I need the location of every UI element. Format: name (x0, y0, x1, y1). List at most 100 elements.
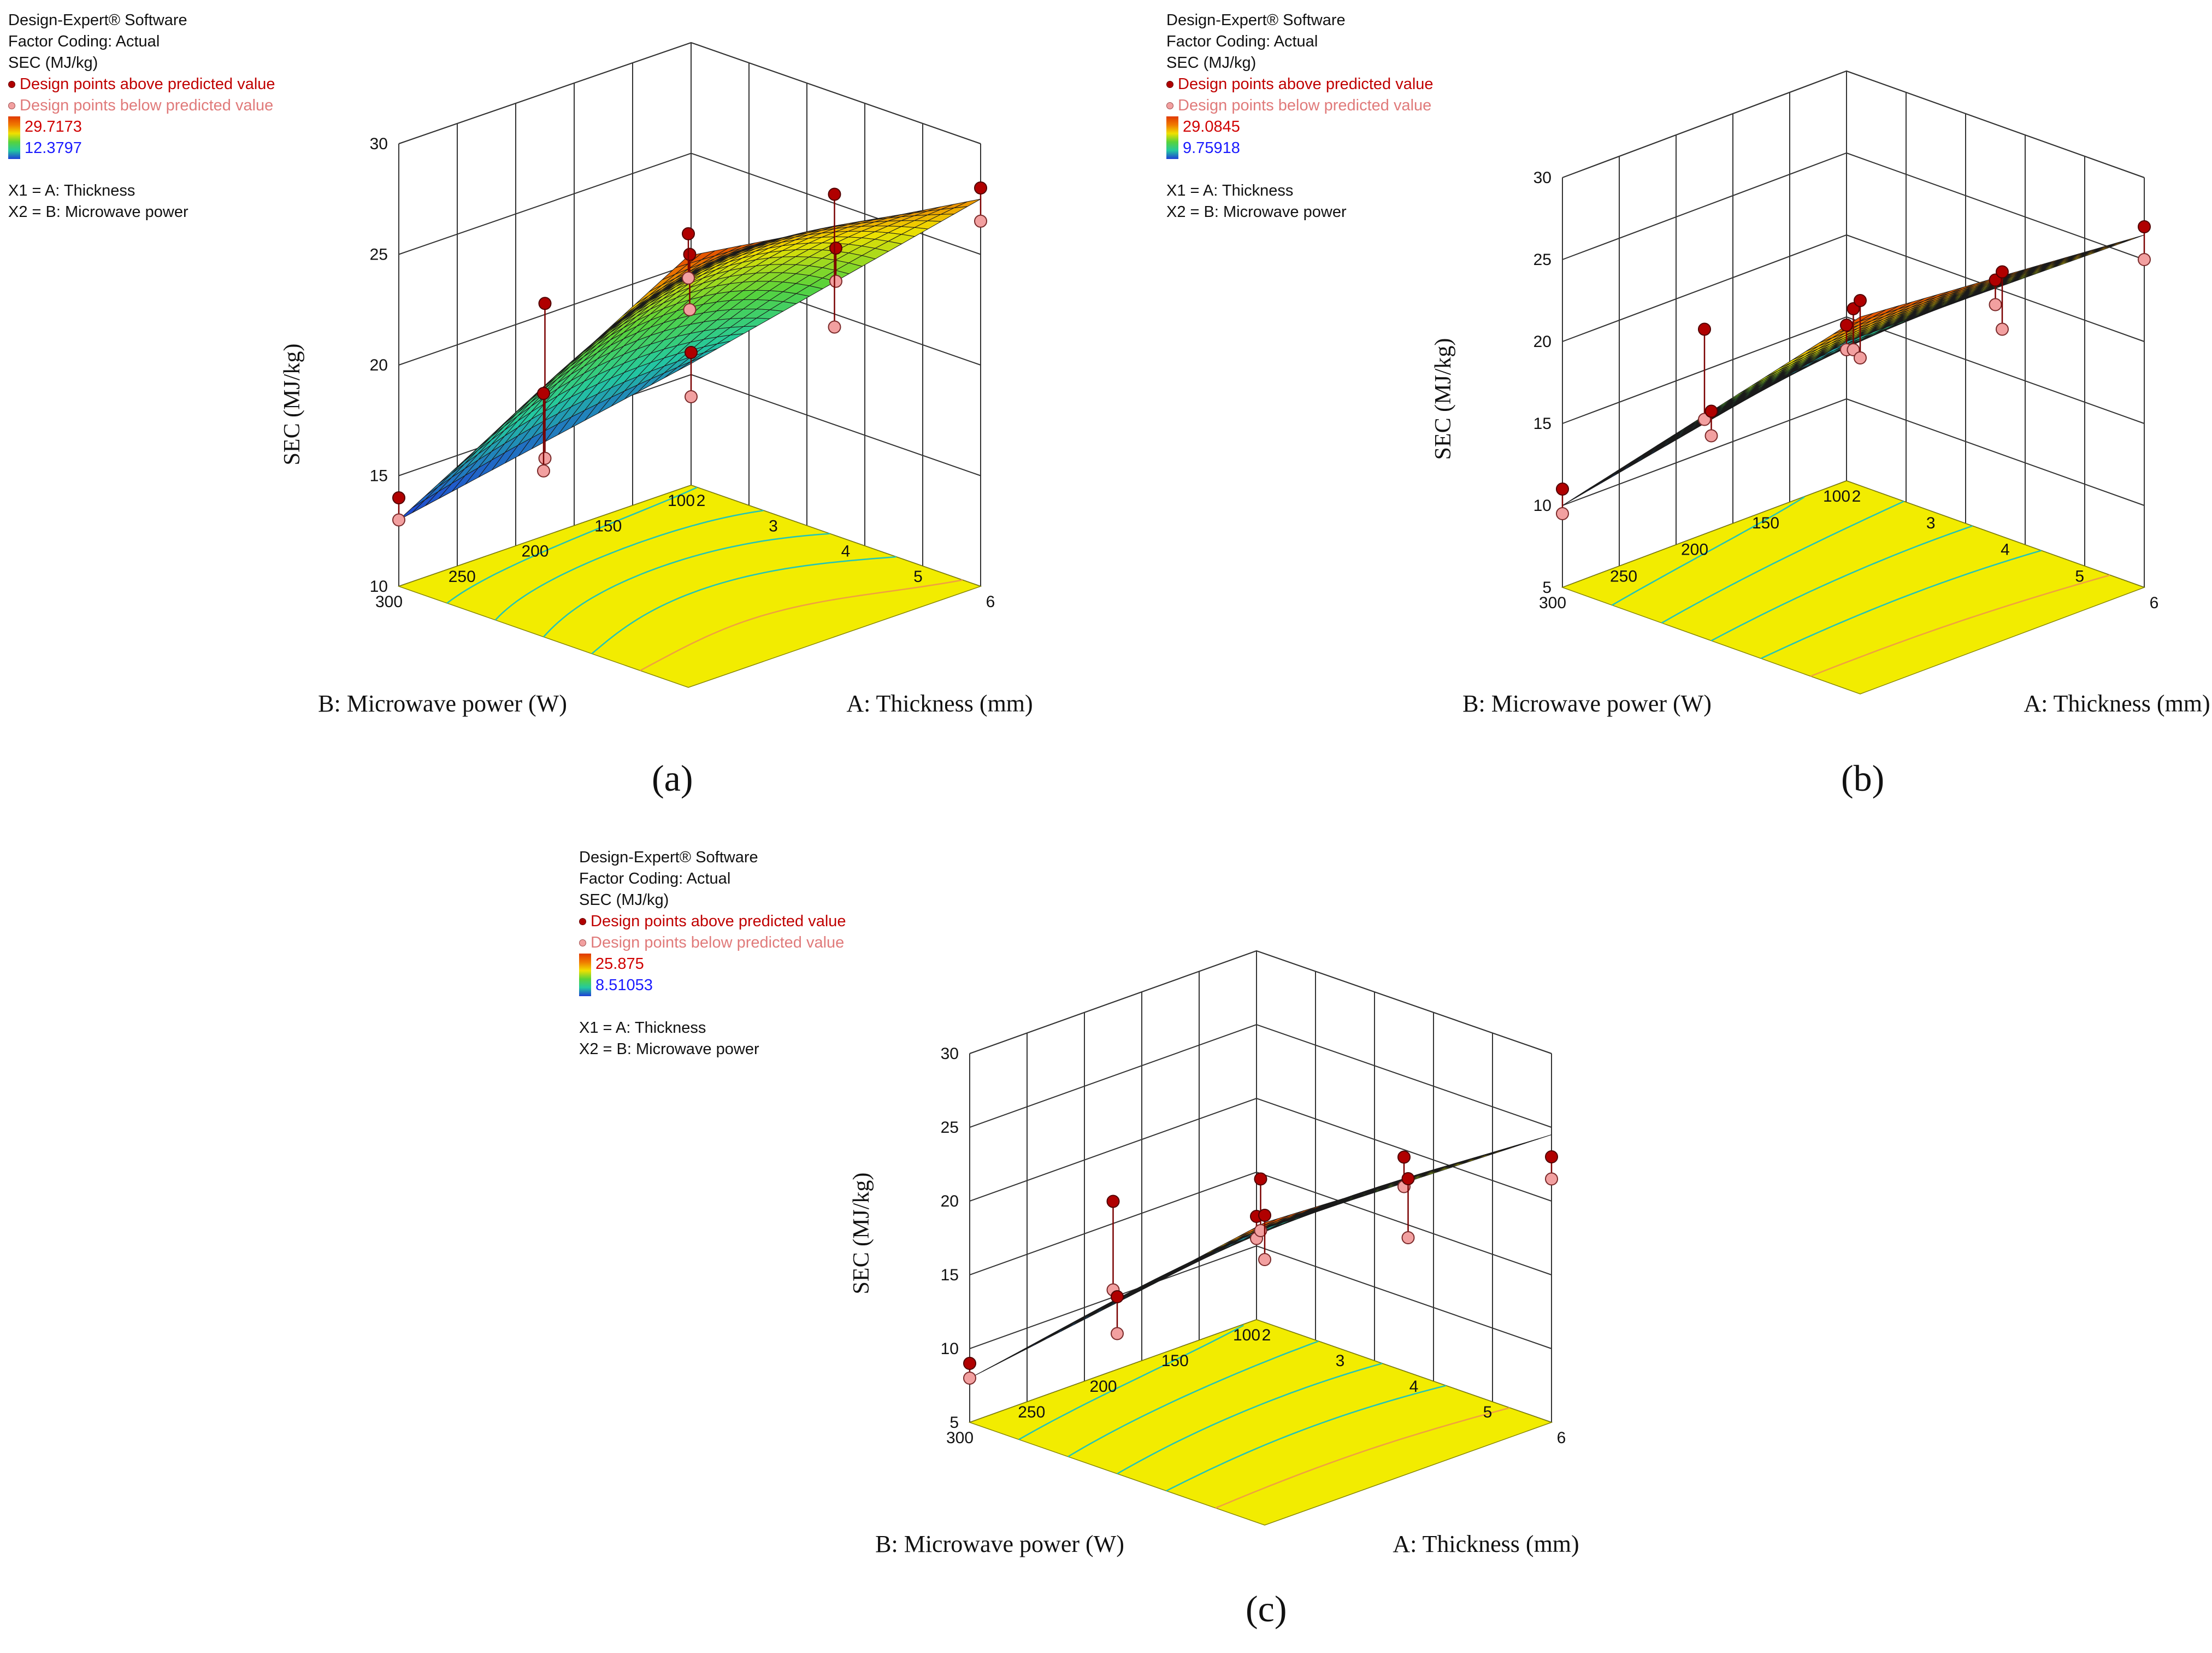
x2-label: X2 = B: Microwave power (579, 1040, 759, 1058)
colorbar-gradient (1166, 116, 1178, 159)
design-point-above (1401, 1172, 1415, 1185)
b-tick-label: 100 (668, 492, 695, 510)
design-point-below (682, 271, 695, 285)
legend-below: Design points below predicted value (1166, 95, 1434, 116)
b-tick-label: 200 (1681, 541, 1708, 559)
b-tick-label: 300 (946, 1429, 974, 1447)
a-tick-label: 4 (1409, 1378, 1419, 1396)
factor-coding-label: Factor Coding: Actual (579, 870, 731, 887)
colorbar-max: 29.7173 (25, 118, 82, 136)
point-below-icon (8, 102, 15, 109)
grid-line-z (969, 1245, 1552, 1349)
design-point-above (1106, 1195, 1120, 1208)
floor-contour-plane (1561, 480, 2146, 695)
floor-contours (1612, 496, 2110, 677)
x2-label: X2 = B: Microwave power (8, 203, 188, 221)
design-point-above (1704, 404, 1718, 418)
surface-chart-a: 10 15 20 25 30 2 3 4 5 6 100 150 200 250 300 SEC (MJ/kg… (280, 42, 1033, 717)
b-tick-label: 150 (594, 517, 622, 535)
design-point-below (1258, 1253, 1271, 1266)
legend-above-text: Design points above predicted value (591, 913, 846, 930)
colorbar: 29.0845 9.75918 (1166, 116, 1434, 159)
colorbar-min: 8.51053 (595, 976, 653, 994)
grid-line-z (1562, 398, 2145, 506)
design-point-below (1704, 429, 1718, 443)
design-point-above (828, 187, 841, 201)
design-point-below (1556, 507, 1569, 520)
z-tick-label: 10 (1533, 497, 1552, 515)
b-tick-label: 250 (449, 568, 476, 586)
surface-cell (2117, 234, 2145, 244)
software-label: Design-Expert® Software (8, 11, 187, 29)
factor-coding-label: Factor Coding: Actual (8, 33, 160, 50)
z-tick-label: 15 (941, 1266, 959, 1284)
contour-line (1166, 1385, 1447, 1492)
b-axis-label: B: Microwave power (W) (318, 690, 567, 717)
design-point-above (974, 181, 987, 195)
legend-below: Design points below predicted value (8, 95, 275, 116)
colorbar-max: 29.0845 (1183, 118, 1240, 136)
colorbar-min: 12.3797 (25, 139, 82, 157)
design-point-above (682, 227, 695, 240)
x2-label: X2 = B: Microwave power (1166, 203, 1347, 221)
grid-top-edge (969, 950, 1552, 1054)
z-axis-label: SEC (MJ/kg) (1431, 338, 1456, 460)
z-tick-label: 30 (370, 135, 388, 153)
point-above-icon (8, 80, 15, 88)
legend-below-text: Design points below predicted value (1178, 97, 1432, 114)
b-tick-label: 300 (1539, 594, 1566, 612)
contour-line (1018, 1325, 1244, 1440)
response-surface (398, 198, 981, 520)
grid-line-z (1562, 234, 2145, 342)
design-point-below (829, 274, 842, 288)
a-axis-label: A: Thickness (mm) (1393, 1531, 1579, 1557)
contour-line (591, 556, 896, 655)
panel-b: Design-Expert® Software Factor Coding: A… (1106, 0, 2212, 820)
design-points (392, 181, 987, 527)
grid-line-z (1562, 316, 2145, 424)
legend-below-text: Design points below predicted value (591, 934, 845, 951)
design-point-below (963, 1372, 976, 1385)
z-tick-label: 25 (941, 1119, 959, 1137)
grid-top-edge (398, 42, 981, 144)
grid-line-z (969, 1171, 1552, 1275)
design-point-below (1254, 1224, 1267, 1237)
design-point-below (1854, 351, 1867, 364)
a-tick-label: 5 (1483, 1403, 1493, 1421)
legend-above-text: Design points above predicted value (1178, 75, 1434, 93)
z-axis-label: SEC (MJ/kg) (280, 344, 305, 466)
z-tick-label: 10 (370, 578, 388, 596)
caption-c: (c) (1246, 1588, 1287, 1630)
design-point-above (1854, 294, 1867, 307)
legend-above: Design points above predicted value (1166, 74, 1434, 95)
design-point-above (829, 242, 842, 255)
point-above-icon (1166, 80, 1173, 88)
colorbar-max: 25.875 (595, 955, 644, 973)
z-tick-label: 20 (370, 356, 388, 374)
floor-contours (1018, 1325, 1510, 1509)
design-point-below (685, 390, 698, 403)
b-tick-label: 150 (1161, 1352, 1189, 1370)
z-tick-label: 10 (941, 1340, 959, 1358)
design-point-above (685, 346, 698, 359)
response-label: SEC (MJ/kg) (8, 54, 98, 72)
grid-line-z (1562, 152, 2145, 260)
legend-below-text: Design points below predicted value (20, 97, 274, 114)
colorbar-gradient (579, 954, 591, 996)
a-tick-label: 3 (769, 517, 778, 535)
b-tick-label: 100 (1823, 487, 1850, 505)
floor-contours (446, 486, 963, 672)
x1-label: X1 = A: Thickness (579, 1019, 706, 1037)
b-axis-label: B: Microwave power (W) (1462, 690, 1712, 717)
contour-line (1067, 1340, 1319, 1457)
floor-contour-plane (968, 1319, 1553, 1526)
design-point-below (1545, 1172, 1558, 1186)
design-point-above (1698, 322, 1711, 336)
surface-chart-c: 5 10 15 20 25 30 2 3 4 5 6 100 150 200 250 300 SEC (MJ/k… (849, 950, 1579, 1557)
z-tick-label: 15 (1533, 415, 1552, 433)
a-tick-label: 3 (1336, 1352, 1345, 1370)
a-tick-label: 3 (1926, 514, 1936, 532)
design-points (1556, 220, 2151, 520)
colorbar: 25.875 8.51053 (579, 954, 846, 996)
design-point-below (1401, 1231, 1415, 1244)
